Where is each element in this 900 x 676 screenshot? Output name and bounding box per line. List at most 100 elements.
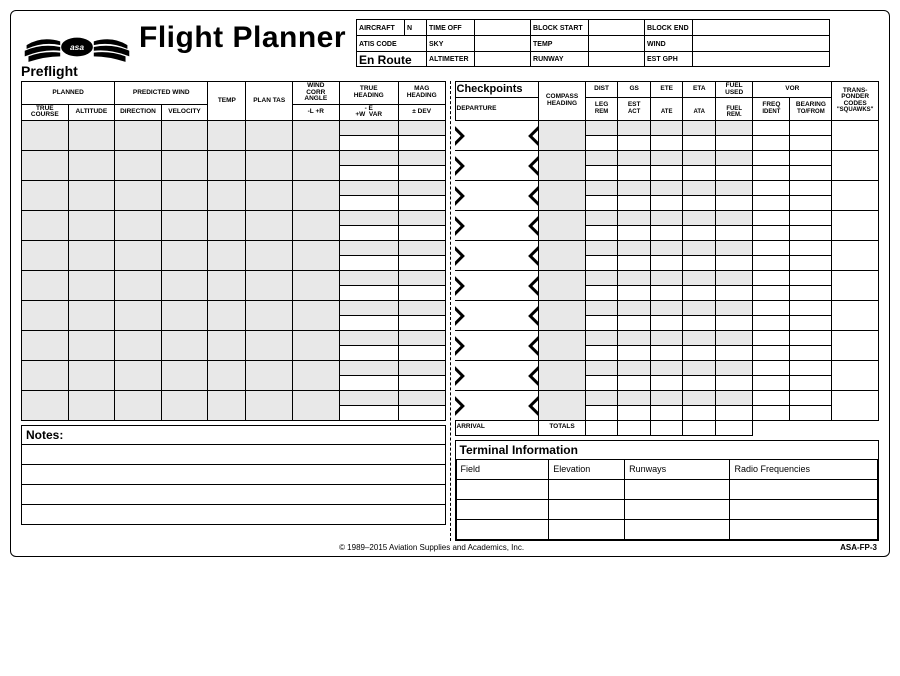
enroute-subcell[interactable] [618, 345, 651, 360]
preflight-cell[interactable] [161, 360, 208, 390]
preflight-cell[interactable] [208, 360, 246, 390]
preflight-cell[interactable] [246, 120, 293, 150]
preflight-cell[interactable] [161, 240, 208, 270]
preflight-cell[interactable] [161, 390, 208, 420]
squawk-cell[interactable] [832, 180, 879, 210]
preflight-cell[interactable] [115, 300, 162, 330]
enroute-subcell[interactable] [650, 195, 683, 210]
terminal-cell[interactable] [549, 520, 625, 540]
enroute-subcell[interactable] [753, 255, 790, 270]
enroute-subcell[interactable] [618, 180, 651, 195]
enroute-subcell[interactable] [753, 375, 790, 390]
squawk-cell[interactable] [832, 270, 879, 300]
enroute-subcell[interactable] [683, 330, 716, 345]
preflight-subcell[interactable] [339, 180, 398, 195]
preflight-cell[interactable] [22, 210, 69, 240]
preflight-cell[interactable] [22, 330, 69, 360]
enroute-subcell[interactable] [618, 210, 651, 225]
preflight-cell[interactable] [246, 360, 293, 390]
preflight-subcell[interactable] [339, 255, 398, 270]
enroute-subcell[interactable] [716, 225, 753, 240]
enroute-subcell[interactable] [716, 180, 753, 195]
enroute-subcell[interactable] [618, 240, 651, 255]
preflight-cell[interactable] [293, 240, 340, 270]
enroute-subcell[interactable] [618, 300, 651, 315]
enroute-subcell[interactable] [683, 405, 716, 420]
enroute-subcell[interactable] [683, 225, 716, 240]
preflight-subcell[interactable] [398, 165, 445, 180]
squawk-cell[interactable] [832, 360, 879, 390]
enroute-subcell[interactable] [683, 270, 716, 285]
vor-subcell[interactable] [753, 240, 790, 255]
compass-cell[interactable] [539, 270, 586, 300]
enroute-subcell[interactable] [716, 375, 753, 390]
enroute-subcell[interactable] [790, 315, 832, 330]
enroute-subcell[interactable] [683, 150, 716, 165]
enroute-subcell[interactable] [683, 180, 716, 195]
enroute-subcell[interactable] [753, 285, 790, 300]
checkpoint-cell[interactable] [455, 120, 539, 150]
enroute-subcell[interactable] [650, 270, 683, 285]
enroute-subcell[interactable] [585, 360, 618, 375]
enroute-subcell[interactable] [618, 225, 651, 240]
preflight-cell[interactable] [293, 300, 340, 330]
preflight-cell[interactable] [208, 180, 246, 210]
compass-cell[interactable] [539, 120, 586, 150]
preflight-cell[interactable] [246, 240, 293, 270]
enroute-subcell[interactable] [650, 255, 683, 270]
vor-subcell[interactable] [790, 120, 832, 135]
checkpoint-cell[interactable] [455, 150, 539, 180]
preflight-cell[interactable] [293, 120, 340, 150]
enroute-subcell[interactable] [585, 225, 618, 240]
preflight-cell[interactable] [68, 150, 115, 180]
squawk-cell[interactable] [832, 120, 879, 150]
preflight-subcell[interactable] [339, 315, 398, 330]
preflight-subcell[interactable] [398, 390, 445, 405]
enroute-subcell[interactable] [683, 285, 716, 300]
preflight-subcell[interactable] [398, 405, 445, 420]
enroute-subcell[interactable] [650, 120, 683, 135]
preflight-subcell[interactable] [398, 285, 445, 300]
preflight-cell[interactable] [68, 300, 115, 330]
squawk-cell[interactable] [832, 300, 879, 330]
preflight-subcell[interactable] [339, 330, 398, 345]
enroute-subcell[interactable] [683, 345, 716, 360]
vor-subcell[interactable] [753, 270, 790, 285]
enroute-subcell[interactable] [650, 210, 683, 225]
enroute-subcell[interactable] [650, 375, 683, 390]
preflight-subcell[interactable] [398, 240, 445, 255]
preflight-subcell[interactable] [398, 345, 445, 360]
checkpoint-cell[interactable] [455, 240, 539, 270]
preflight-cell[interactable] [208, 390, 246, 420]
vor-subcell[interactable] [753, 180, 790, 195]
preflight-subcell[interactable] [339, 405, 398, 420]
enroute-subcell[interactable] [716, 285, 753, 300]
enroute-subcell[interactable] [683, 195, 716, 210]
vor-subcell[interactable] [753, 360, 790, 375]
value-temp[interactable] [588, 35, 644, 51]
preflight-cell[interactable] [68, 390, 115, 420]
enroute-subcell[interactable] [650, 345, 683, 360]
enroute-subcell[interactable] [716, 390, 753, 405]
preflight-cell[interactable] [22, 240, 69, 270]
vor-subcell[interactable] [790, 300, 832, 315]
enroute-subcell[interactable] [716, 120, 753, 135]
enroute-subcell[interactable] [683, 315, 716, 330]
enroute-subcell[interactable] [585, 135, 618, 150]
enroute-subcell[interactable] [585, 255, 618, 270]
enroute-subcell[interactable] [790, 165, 832, 180]
enroute-subcell[interactable] [618, 120, 651, 135]
preflight-cell[interactable] [161, 210, 208, 240]
preflight-subcell[interactable] [398, 210, 445, 225]
terminal-cell[interactable] [625, 480, 730, 500]
enroute-subcell[interactable] [650, 360, 683, 375]
preflight-cell[interactable] [293, 390, 340, 420]
enroute-subcell[interactable] [790, 345, 832, 360]
terminal-cell[interactable] [730, 480, 878, 500]
enroute-subcell[interactable] [585, 405, 618, 420]
enroute-subcell[interactable] [585, 195, 618, 210]
terminal-cell[interactable] [456, 520, 549, 540]
enroute-subcell[interactable] [716, 270, 753, 285]
enroute-subcell[interactable] [716, 345, 753, 360]
enroute-subcell[interactable] [716, 150, 753, 165]
